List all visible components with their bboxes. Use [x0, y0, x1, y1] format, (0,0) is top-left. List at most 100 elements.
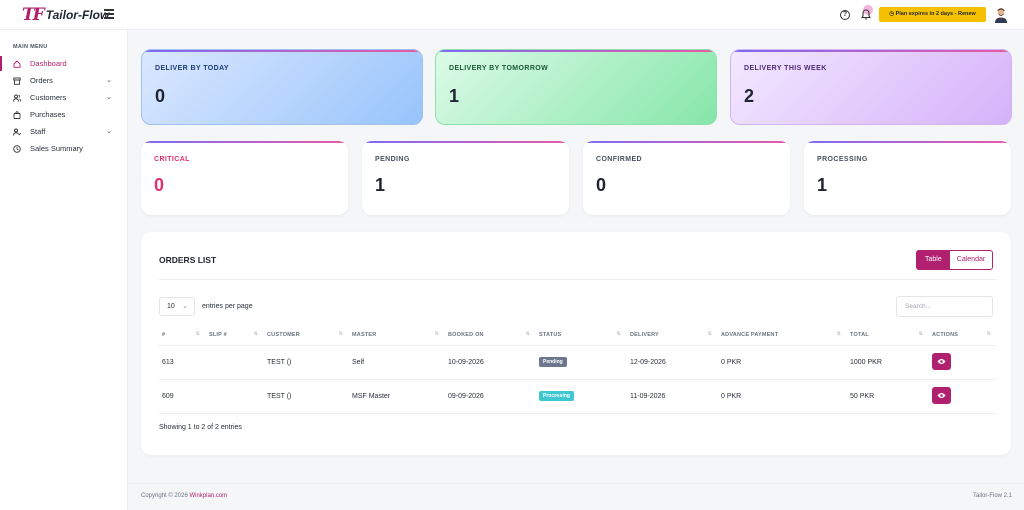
- menu-heading: MAIN MENU: [13, 44, 48, 50]
- question-circle-icon[interactable]: ?: [840, 10, 850, 20]
- box-icon: [13, 77, 21, 85]
- card-label: DELIVERY THIS WEEK: [744, 65, 827, 72]
- sidebar-item-label: Staff: [30, 127, 46, 136]
- column-label: #: [162, 331, 166, 338]
- col-delivery[interactable]: DELIVERY ⇅: [627, 325, 718, 346]
- pending-card[interactable]: PENDING 1: [362, 141, 569, 215]
- plan-renew-label: Plan expires in 2 days - Renew: [895, 11, 976, 17]
- cell-status: Processing: [536, 379, 627, 414]
- bag-icon: [13, 110, 21, 119]
- bell-icon[interactable]: [861, 9, 871, 20]
- cell-booked-on: 10-09-2026: [445, 345, 536, 380]
- table-view-button[interactable]: Table: [916, 250, 949, 270]
- sidebar: MAIN MENU Dashboard Orders ⌄ Customers ⌄…: [0, 30, 128, 510]
- brand[interactable]: TF Tailor-Flow: [22, 5, 109, 25]
- top-bar: TF Tailor-Flow ? ◷ Plan expires in 2 day…: [0, 0, 1024, 30]
- sort-icon: ⇅: [525, 331, 530, 337]
- sort-icon: ⇅: [434, 331, 439, 337]
- cell-id: 613: [159, 345, 206, 380]
- cell-actions: [929, 345, 997, 380]
- cell-master: Self: [349, 345, 445, 380]
- column-label: ADVANCE PAYMENT: [721, 331, 779, 338]
- col-total[interactable]: TOTAL ⇅: [847, 325, 929, 346]
- confirmed-card[interactable]: CONFIRMED 0: [583, 141, 790, 215]
- plan-renew-button[interactable]: ◷ Plan expires in 2 days - Renew: [879, 7, 986, 22]
- sidebar-item-dashboard[interactable]: Dashboard: [0, 56, 127, 71]
- cell-slip: [206, 379, 264, 414]
- brand-name: Tailor-Flow: [45, 8, 110, 22]
- column-label: TOTAL: [850, 331, 869, 338]
- page-length-label: entries per page: [202, 303, 253, 310]
- processing-card[interactable]: PROCESSING 1: [804, 141, 1011, 215]
- col-id[interactable]: # ⇅: [159, 325, 206, 346]
- deliver-today-card[interactable]: DELIVER BY TODAY 0: [141, 49, 423, 125]
- col-actions[interactable]: ACTIONS ⇅: [929, 325, 997, 346]
- chevron-down-icon: ⌄: [182, 303, 188, 310]
- copyright: Copyright © 2026 Winkplan.com: [141, 493, 227, 499]
- sidebar-item-sales-summary[interactable]: Sales Summary: [0, 141, 127, 156]
- status-badge: Processing: [539, 391, 574, 401]
- col-slip[interactable]: SLIP # ⇅: [206, 325, 264, 346]
- cell-master: MSF Master: [349, 379, 445, 414]
- sidebar-item-staff[interactable]: Staff ⌄: [0, 124, 127, 139]
- view-order-button[interactable]: [932, 386, 951, 404]
- card-label: PENDING: [375, 156, 410, 163]
- cell-slip: [206, 345, 264, 380]
- chevron-down-icon: ⌄: [106, 128, 112, 135]
- sidebar-item-customers[interactable]: Customers ⌄: [0, 90, 127, 105]
- card-label: CONFIRMED: [596, 156, 642, 163]
- notification-dot: [863, 5, 873, 15]
- card-value: 1: [375, 175, 386, 195]
- card-value: 1: [449, 86, 460, 106]
- col-status[interactable]: STATUS ⇅: [536, 325, 627, 346]
- sort-icon: ⇅: [195, 331, 200, 337]
- user-staff-icon: [13, 128, 21, 136]
- card-label: DELIVERY BY TOMORROW: [449, 65, 549, 72]
- panel-title: ORDERS LIST: [159, 255, 217, 265]
- eye-icon: [937, 358, 946, 364]
- orders-table: # ⇅ SLIP # ⇅ CUSTOMER ⇅ MASTER ⇅ BOOKED ON ⇅ …: [159, 325, 997, 414]
- cell-customer: TEST (): [264, 345, 349, 380]
- critical-card[interactable]: CRITICAL 0: [141, 141, 348, 215]
- deliver-tomorrow-card[interactable]: DELIVERY BY TOMORROW 1: [435, 49, 717, 125]
- cell-total: 50 PKR: [847, 379, 929, 414]
- search-input[interactable]: [896, 296, 993, 317]
- calendar-view-button[interactable]: Calendar: [949, 250, 993, 270]
- cell-id: 609: [159, 379, 206, 414]
- card-value: 0: [155, 86, 166, 106]
- page-length-select[interactable]: 10 ⌄: [159, 297, 195, 316]
- column-label: BOOKED ON: [448, 331, 484, 338]
- version-label: Tailor-Flow 2.1: [972, 493, 1012, 499]
- cell-delivery: 11-09-2026: [627, 379, 718, 414]
- eye-icon: [937, 392, 946, 398]
- sidebar-item-purchases[interactable]: Purchases: [0, 107, 127, 122]
- avatar[interactable]: [994, 7, 1008, 23]
- sort-icon: ⇅: [616, 331, 621, 337]
- card-value: 0: [154, 175, 165, 195]
- cell-total: 1000 PKR: [847, 345, 929, 380]
- sort-icon: ⇅: [338, 331, 343, 337]
- card-label: PROCESSING: [817, 156, 868, 163]
- col-booked-on[interactable]: BOOKED ON ⇅: [445, 325, 536, 346]
- company-link[interactable]: Winkplan.com: [189, 493, 228, 499]
- home-icon: [13, 59, 21, 68]
- card-value: 1: [817, 175, 828, 195]
- col-customer[interactable]: CUSTOMER ⇅: [264, 325, 349, 346]
- clock-icon: [13, 144, 21, 153]
- clock-icon: ◷: [889, 11, 896, 17]
- column-label: CUSTOMER: [267, 331, 300, 338]
- deliver-week-card[interactable]: DELIVERY THIS WEEK 2: [730, 49, 1012, 125]
- hamburger-menu-icon[interactable]: [104, 9, 114, 19]
- page-length-value: 10: [167, 303, 175, 310]
- column-label: STATUS: [539, 331, 562, 338]
- table-row[interactable]: 613 TEST () Self 10-09-2026 Pending 12-0…: [159, 345, 997, 380]
- col-advance-payment[interactable]: ADVANCE PAYMENT ⇅: [718, 325, 847, 346]
- col-master[interactable]: MASTER ⇅: [349, 325, 445, 346]
- view-order-button[interactable]: [932, 352, 951, 370]
- table-row[interactable]: 609 TEST () MSF Master 09-09-2026 Proces…: [159, 379, 997, 414]
- footer: Copyright © 2026 Winkplan.com Tailor-Flo…: [128, 483, 1024, 510]
- chevron-down-icon: ⌄: [106, 94, 112, 101]
- divider: [159, 279, 997, 280]
- column-label: DELIVERY: [630, 331, 659, 338]
- sidebar-item-orders[interactable]: Orders ⌄: [0, 73, 127, 88]
